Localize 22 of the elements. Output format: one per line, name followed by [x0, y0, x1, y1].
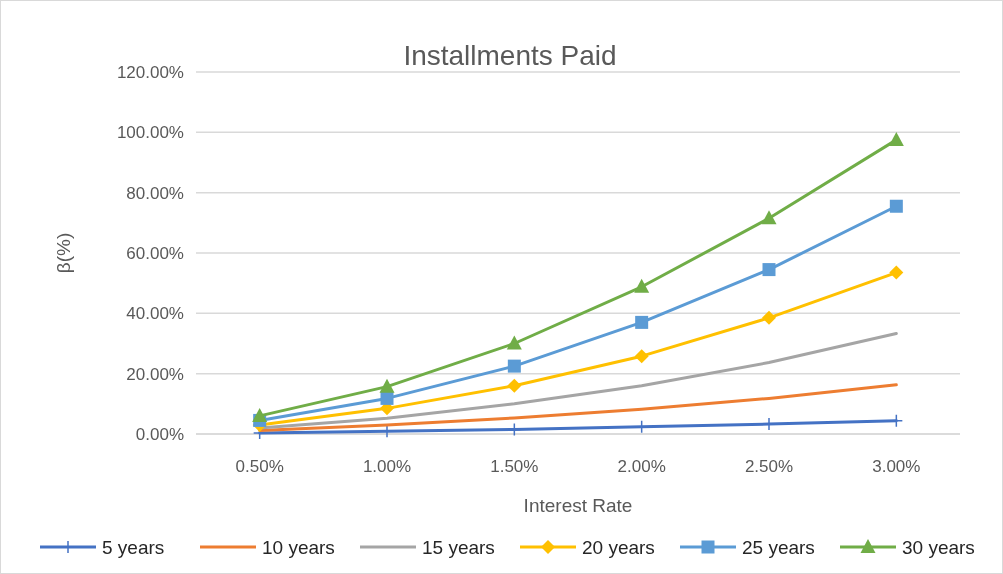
chart-title: Installments Paid: [403, 40, 617, 71]
legend-label: 20 years: [582, 536, 655, 558]
x-tick-label: 0.50%: [235, 457, 284, 476]
legend-label: 10 years: [262, 536, 335, 558]
legend-label: 25 years: [742, 536, 815, 558]
legend-label: 30 years: [902, 536, 975, 558]
y-tick-label: 40.00%: [126, 304, 184, 324]
x-tick-label: 1.00%: [362, 457, 412, 476]
y-tick-label: 100.00%: [116, 123, 184, 143]
x-tick-label: 2.50%: [744, 457, 794, 476]
x-tick-label: 3.00%: [872, 457, 921, 476]
y-tick-label: 60.00%: [126, 243, 184, 263]
y-axis-title: β(%): [53, 232, 74, 274]
y-tick-label: 20.00%: [126, 364, 184, 384]
x-axis-title: Interest Rate: [523, 495, 633, 516]
y-tick-label: 80.00%: [126, 183, 184, 203]
y-tick-label: 120.00%: [116, 62, 184, 82]
y-tick-label: 0.00%: [135, 424, 184, 444]
x-tick-label: 2.00%: [617, 457, 666, 476]
legend-label: 15 years: [422, 536, 495, 558]
legend-label: 5 years: [102, 536, 165, 558]
x-tick-label: 1.50%: [490, 457, 539, 476]
